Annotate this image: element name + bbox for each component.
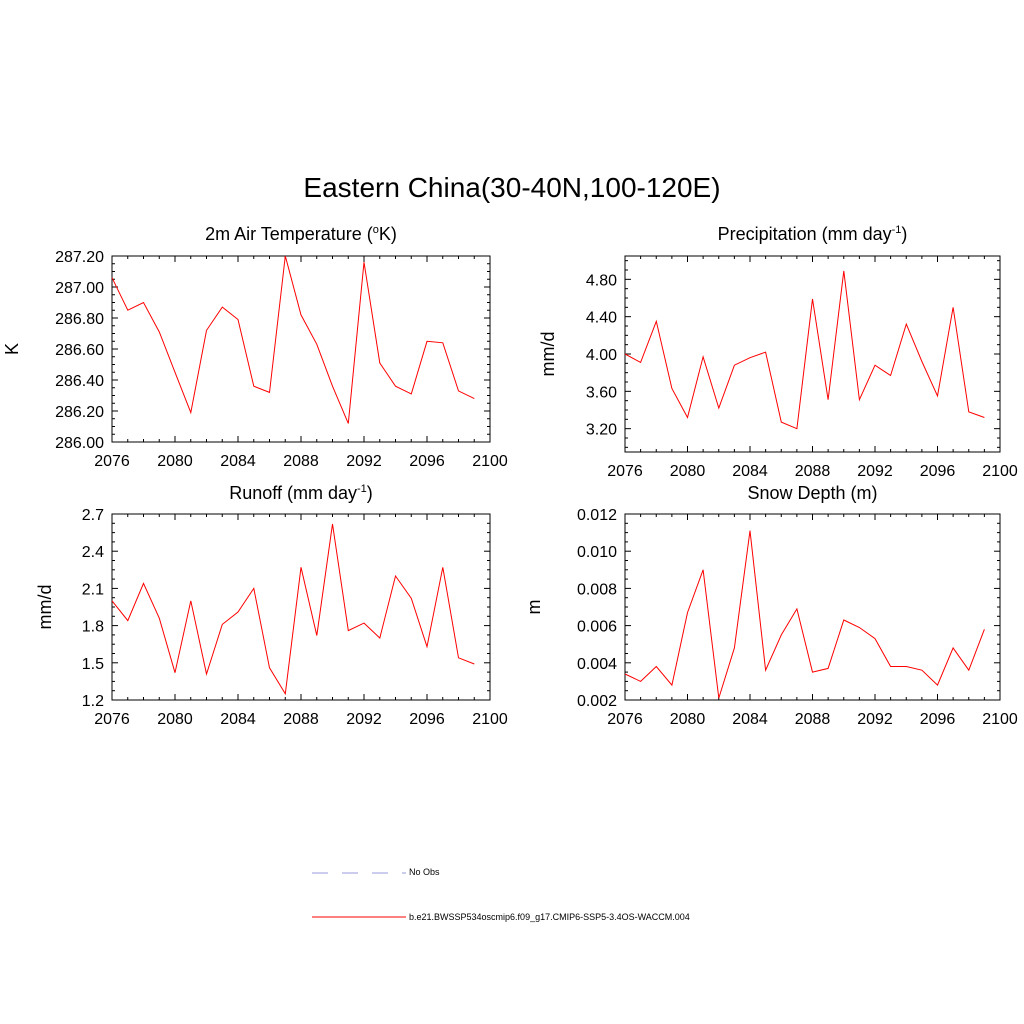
x-tick-label: 2100	[982, 711, 1018, 728]
y-tick-label: 3.20	[586, 422, 617, 439]
legend-sample-no-obs	[312, 872, 406, 874]
x-tick-label: 2096	[409, 711, 445, 728]
y-tick-label: 286.40	[55, 373, 104, 390]
y-tick-label: 0.012	[577, 507, 617, 524]
panel-title-tail: )	[901, 224, 908, 244]
x-tick-label: 2096	[920, 463, 956, 480]
y-tick-label: 0.006	[577, 619, 617, 636]
y-axis-label: m	[524, 600, 544, 615]
panel-title-temperature: 2m Air Temperature (oK)	[112, 224, 490, 245]
y-axis-label: K	[2, 343, 22, 355]
x-tick-label: 2076	[607, 711, 643, 728]
legend-label-no-obs: No Obs	[409, 867, 440, 877]
y-tick-label: 286.20	[55, 404, 104, 421]
panel-title-tail: )	[366, 483, 373, 503]
panel-title-runoff: Runoff (mm day-1)	[112, 483, 490, 504]
y-tick-label: 0.010	[577, 544, 617, 561]
plot-frame-runoff	[111, 513, 491, 701]
y-tick-label: 286.80	[55, 311, 104, 328]
x-tick-label: 2092	[857, 711, 893, 728]
y-tick-label: 287.20	[55, 249, 104, 266]
series-line-temperature	[111, 255, 475, 424]
y-tick-label: 4.00	[586, 347, 617, 364]
x-tick-label: 2096	[920, 711, 956, 728]
x-tick-label: 2100	[472, 453, 508, 470]
y-axis-label: mm/d	[538, 332, 558, 377]
plot-frame-precipitation	[624, 255, 1001, 453]
y-axis-label: mm/d	[35, 585, 55, 630]
x-tick-label: 2084	[732, 463, 768, 480]
panel-title-sup: o	[372, 224, 379, 236]
panel-title-precipitation: Precipitation (mm day-1)	[625, 224, 1000, 245]
y-tick-label: 2.4	[82, 544, 104, 561]
x-tick-label: 2076	[94, 711, 130, 728]
panel-title-tail: K)	[378, 224, 397, 244]
y-tick-label: 1.2	[82, 693, 104, 710]
y-tick-label: 1.8	[82, 619, 104, 636]
figure-title: Eastern China(30-40N,100-120E)	[303, 172, 721, 203]
x-tick-label: 2084	[220, 711, 256, 728]
y-tick-label: 3.60	[586, 384, 617, 401]
x-tick-label: 2084	[732, 711, 768, 728]
y-tick-label: 1.5	[82, 656, 104, 673]
y-tick-label: 286.60	[55, 342, 104, 359]
panel-title-snow-depth: Snow Depth (m)	[625, 483, 1000, 504]
plot-frame-temperature	[111, 255, 491, 443]
y-tick-label: 4.80	[586, 272, 617, 289]
x-tick-label: 2092	[346, 711, 382, 728]
x-tick-label: 2092	[346, 453, 382, 470]
panel-title-text: Runoff (mm day	[229, 483, 357, 503]
series-line-runoff	[111, 523, 475, 696]
x-tick-label: 2084	[220, 453, 256, 470]
y-tick-label: 0.004	[577, 656, 617, 673]
panel-title-text: 2m Air Temperature (	[205, 224, 373, 244]
panel-title-text: Precipitation (mm day	[717, 224, 892, 244]
panel-title-sup: -1	[356, 483, 367, 495]
x-tick-label: 2088	[795, 463, 831, 480]
y-tick-label: 0.002	[577, 693, 617, 710]
y-tick-label: 287.00	[55, 280, 104, 297]
y-tick-label: 4.40	[586, 310, 617, 327]
y-tick-label: 0.008	[577, 581, 617, 598]
panel-title-sup: -1	[891, 224, 902, 236]
legend-label-model: b.e21.BWSSP534oscmip6.f09_g17.CMIP6-SSP5…	[409, 912, 690, 922]
x-tick-label: 2076	[94, 453, 130, 470]
y-tick-label: 286.00	[55, 435, 104, 452]
x-tick-label: 2100	[472, 711, 508, 728]
x-tick-label: 2100	[982, 463, 1018, 480]
x-tick-label: 2088	[795, 711, 831, 728]
y-tick-label: 2.1	[82, 581, 104, 598]
x-tick-label: 2088	[283, 711, 319, 728]
x-tick-label: 2096	[409, 453, 445, 470]
x-tick-label: 2080	[157, 711, 193, 728]
series-line-precipitation	[624, 270, 985, 430]
x-tick-label: 2076	[607, 463, 643, 480]
x-tick-label: 2080	[670, 711, 706, 728]
x-tick-label: 2088	[283, 453, 319, 470]
series-line-snow-depth	[624, 530, 985, 699]
x-tick-label: 2092	[857, 463, 893, 480]
y-tick-label: 2.7	[82, 507, 104, 524]
legend-sample-model	[312, 916, 406, 918]
x-tick-label: 2080	[670, 463, 706, 480]
panel-title-text: Snow Depth (m)	[747, 483, 878, 503]
x-tick-label: 2080	[157, 453, 193, 470]
